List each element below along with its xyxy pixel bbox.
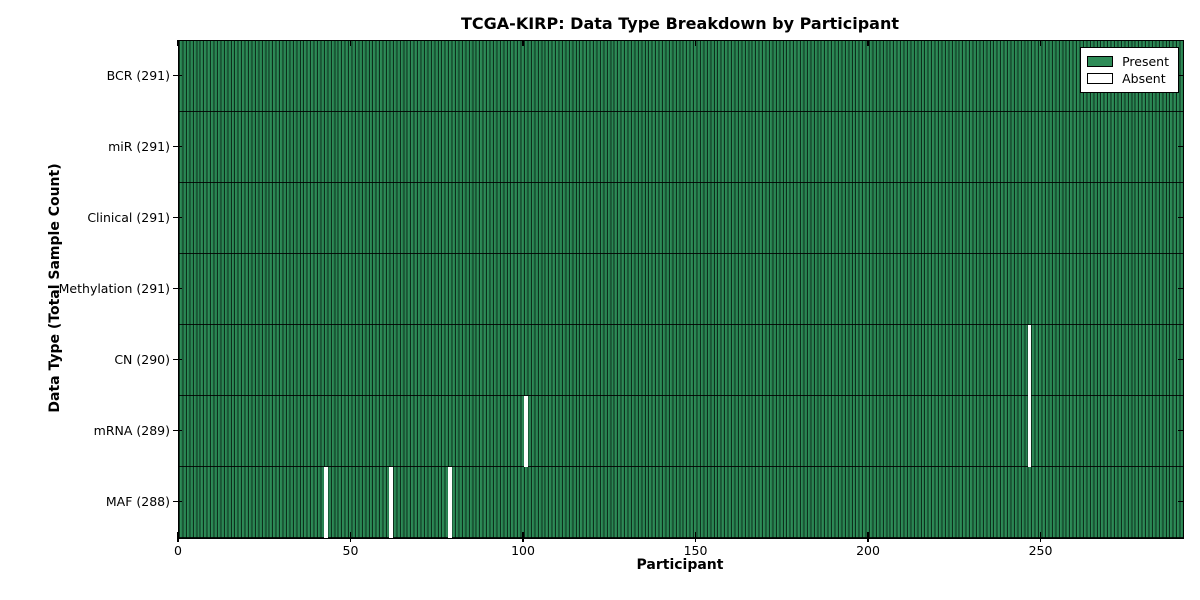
y-tick-mark [1178,287,1183,290]
absent-bar-MAF-78 [447,467,452,538]
y-tick-label-mRNA: mRNA (289) [93,422,170,438]
x-tick-mark [522,40,524,46]
chart-title: TCGA-KIRP: Data Type Breakdown by Partic… [461,14,899,33]
y-tick-label-CN: CN (290) [114,351,170,367]
absent-bar-CN-246 [1027,325,1032,396]
plot-area: Present Absent [178,40,1184,539]
y-tick-mark [173,287,182,290]
y-tick-label-miR: miR (291) [108,138,170,154]
y-tick-mark [1178,358,1183,361]
legend-label-present: Present [1122,54,1169,69]
y-axis-label: Data Type (Total Sample Count) [47,163,63,413]
y-tick-mark [173,358,182,361]
x-tick-mark [349,532,352,542]
x-tick-mark [349,40,352,46]
x-tick-mark [177,40,179,46]
present-swatch-icon [1087,56,1114,67]
y-tick-mark [1178,74,1183,77]
legend-label-absent: Absent [1122,71,1166,86]
y-tick-mark [1178,216,1183,219]
x-tick-mark [522,532,524,542]
y-tick-label-Methylation: Methylation (291) [58,280,170,296]
y-tick-mark [173,74,182,77]
absent-swatch-icon [1087,73,1114,84]
x-tick-mark [694,40,697,46]
x-tick-label-250: 250 [1028,543,1053,558]
y-tick-mark [173,429,182,432]
x-tick-mark [1039,40,1042,46]
absent-bar-MAF-61 [389,467,394,538]
x-tick-label-200: 200 [856,543,880,558]
x-tick-label-150: 150 [683,543,708,558]
y-tick-label-BCR: BCR (291) [106,67,170,83]
x-tick-mark [177,532,179,542]
x-axis-label: Participant [636,557,724,573]
y-tick-mark [1178,429,1183,432]
absent-bar-mRNA-246 [1027,396,1032,467]
y-tick-mark [1178,500,1183,503]
y-tick-mark [1178,145,1183,148]
legend-entry-absent: Absent [1087,70,1169,87]
legend-entry-present: Present [1087,53,1169,70]
x-tick-mark [694,532,697,542]
x-tick-mark [867,532,869,542]
x-tick-label-100: 100 [511,543,535,558]
y-tick-label-Clinical: Clinical (291) [87,209,170,225]
absent-bar-mRNA-100 [523,396,528,467]
y-tick-mark [173,500,182,503]
y-tick-mark [173,145,182,148]
absent-bar-MAF-42 [323,467,328,538]
y-tick-label-MAF: MAF (288) [105,493,170,509]
x-tick-mark [867,40,869,46]
x-tick-label-50: 50 [342,543,359,558]
x-tick-mark [1039,532,1042,542]
x-tick-label-0: 0 [174,543,182,558]
y-tick-mark [173,216,182,219]
legend: Present Absent [1080,47,1179,93]
